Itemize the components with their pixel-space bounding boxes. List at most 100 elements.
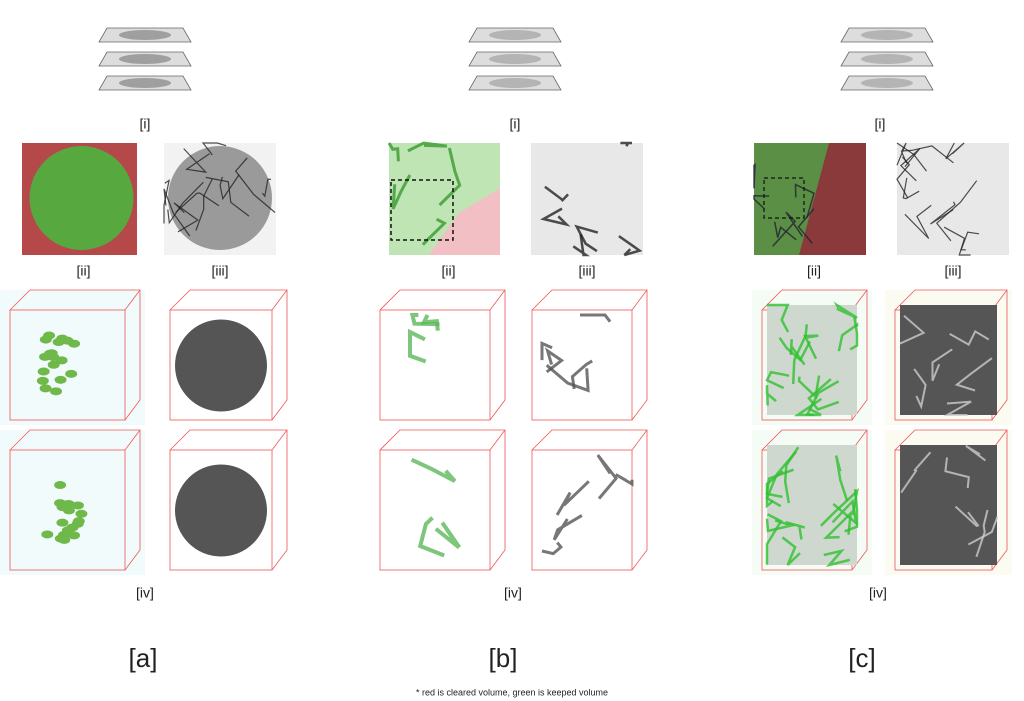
cell-edge xyxy=(834,455,849,502)
volume-background xyxy=(0,290,145,425)
volume-label: [iv] xyxy=(504,585,522,601)
cell-edge xyxy=(945,142,965,160)
volume-box-back xyxy=(379,429,506,571)
cell-edge xyxy=(408,328,427,364)
result-image xyxy=(531,143,643,255)
cell-edge xyxy=(791,324,809,385)
cell-edge xyxy=(183,148,210,173)
slice-content xyxy=(489,54,541,64)
cell-edge xyxy=(767,303,790,333)
cell-edge xyxy=(803,334,819,360)
rendered-cell xyxy=(75,509,88,518)
cell-edge xyxy=(833,301,858,319)
cell-edge xyxy=(765,370,790,390)
volume-box-front xyxy=(9,309,126,421)
volume-box-edge xyxy=(271,429,288,451)
cleared-region xyxy=(429,188,500,255)
mask-label: [ii] xyxy=(807,263,821,279)
rendered-cell xyxy=(37,367,50,376)
cell-edge xyxy=(781,536,801,566)
cell-edge xyxy=(789,339,806,366)
cell-edge xyxy=(904,204,932,239)
footnote: * red is cleared volume, green is keeped… xyxy=(416,687,608,697)
cell-edge xyxy=(234,157,276,213)
zoom-frame xyxy=(763,177,805,219)
volume-label: [iv] xyxy=(869,585,887,601)
rendered-cell xyxy=(43,349,56,358)
cell-edge xyxy=(765,450,798,508)
cell-edge xyxy=(580,313,612,323)
volume-box-edge xyxy=(631,429,648,451)
cell-edge xyxy=(438,147,462,207)
keeped-region xyxy=(29,146,134,250)
rendered-cell xyxy=(65,369,78,378)
volume-box-edge xyxy=(489,429,506,451)
cell-edge xyxy=(540,341,553,361)
rendered-cell xyxy=(56,518,69,527)
cell-edge xyxy=(902,145,954,164)
result-sphere xyxy=(168,146,272,250)
cell-edge xyxy=(618,235,643,257)
volume-label: [iv] xyxy=(136,585,154,601)
cell-edge xyxy=(765,385,777,406)
volume-box-edge xyxy=(271,289,288,311)
cell-edge xyxy=(794,183,815,218)
cell-edge xyxy=(765,518,797,533)
cell-edge xyxy=(807,378,840,411)
cell-edge xyxy=(540,207,571,227)
slice-content xyxy=(489,78,541,88)
cell-edge xyxy=(954,505,980,528)
cell-edge xyxy=(167,181,204,225)
rendered-cell xyxy=(54,375,67,384)
cell-edge xyxy=(943,226,971,256)
zoom-frame xyxy=(390,179,454,241)
cell-edge xyxy=(541,541,563,556)
rendered-cell xyxy=(39,384,52,393)
cell-edge xyxy=(930,201,956,225)
cell-edge xyxy=(434,521,462,550)
cell-edge xyxy=(954,357,993,392)
cell-edge xyxy=(407,141,448,153)
slice-content xyxy=(119,30,171,40)
slice-content xyxy=(861,54,913,64)
cell-edge xyxy=(163,188,191,237)
cell-edge xyxy=(793,397,823,417)
cell-edge xyxy=(205,176,250,217)
cell-edge xyxy=(545,364,590,393)
cell-edge xyxy=(552,514,583,541)
cell-edge xyxy=(753,195,770,210)
rendered-cell xyxy=(47,360,60,369)
cell-edge xyxy=(975,509,989,558)
volume-box-front xyxy=(531,449,633,571)
rendered-cell xyxy=(41,530,54,539)
slice-content xyxy=(119,54,171,64)
rendered-slab xyxy=(767,305,857,415)
panel-label: [c] xyxy=(848,643,875,673)
cell-edge xyxy=(899,314,926,345)
mask-label: [ii] xyxy=(442,263,456,279)
result-image xyxy=(897,143,1009,255)
volume-box-back xyxy=(379,289,506,421)
cell-edge xyxy=(967,516,998,546)
keeped-region xyxy=(754,143,829,255)
cell-edge xyxy=(785,520,806,540)
result-label: [iii] xyxy=(944,263,961,279)
result-label: [iii] xyxy=(211,263,228,279)
cell-edge xyxy=(900,148,921,182)
cell-edge xyxy=(753,163,756,189)
slice-content xyxy=(861,30,913,40)
slice-content xyxy=(119,78,171,88)
cell-edge xyxy=(944,457,970,489)
cell-edge xyxy=(544,185,569,202)
volume-box-front xyxy=(169,449,273,571)
rendered-sphere xyxy=(175,464,267,557)
volume-box-edge xyxy=(489,289,506,311)
cell-edge xyxy=(421,217,447,246)
cell-edge xyxy=(596,454,619,500)
cell-edge xyxy=(797,208,815,244)
cell-edge xyxy=(219,174,240,201)
mask-label: [ii] xyxy=(77,263,91,279)
cell-edge xyxy=(409,313,440,327)
